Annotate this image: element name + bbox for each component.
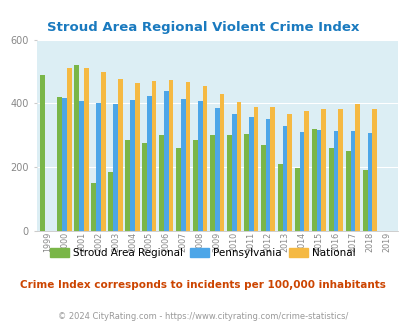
Text: Crime Index corresponds to incidents per 100,000 inhabitants: Crime Index corresponds to incidents per…: [20, 280, 385, 290]
Bar: [362, 170, 367, 231]
Bar: [243, 134, 248, 231]
Bar: [117, 79, 122, 231]
Bar: [304, 112, 308, 231]
Text: © 2024 CityRating.com - https://www.cityrating.com/crime-statistics/: © 2024 CityRating.com - https://www.city…: [58, 312, 347, 321]
Bar: [134, 82, 139, 231]
Bar: [91, 183, 96, 231]
Bar: [67, 68, 71, 231]
Bar: [209, 135, 214, 231]
Bar: [74, 65, 79, 231]
Bar: [62, 98, 67, 231]
Bar: [231, 114, 236, 231]
Bar: [260, 145, 265, 231]
Bar: [96, 103, 100, 231]
Bar: [321, 109, 325, 231]
Bar: [84, 68, 88, 231]
Legend: Stroud Area Regional, Pennsylvania, National: Stroud Area Regional, Pennsylvania, Nati…: [50, 248, 355, 258]
Bar: [108, 172, 113, 231]
Bar: [214, 108, 219, 231]
Bar: [100, 72, 105, 231]
Bar: [40, 75, 45, 231]
Bar: [164, 91, 168, 231]
Bar: [350, 130, 354, 231]
Bar: [151, 81, 156, 231]
Bar: [253, 107, 258, 231]
Bar: [168, 80, 173, 231]
Bar: [176, 148, 181, 231]
Bar: [197, 101, 202, 231]
Bar: [311, 129, 316, 231]
Bar: [219, 94, 224, 231]
Bar: [337, 109, 342, 231]
Bar: [79, 101, 84, 231]
Bar: [185, 82, 190, 231]
Bar: [287, 114, 292, 231]
Bar: [113, 104, 117, 231]
Bar: [57, 97, 62, 231]
Bar: [125, 140, 130, 231]
Bar: [299, 132, 304, 231]
Bar: [248, 117, 253, 231]
Bar: [270, 107, 275, 231]
Bar: [142, 143, 147, 231]
Bar: [371, 109, 376, 231]
Bar: [130, 100, 134, 231]
Bar: [226, 135, 231, 231]
Bar: [328, 148, 333, 231]
Bar: [147, 96, 151, 231]
Text: Stroud Area Regional Violent Crime Index: Stroud Area Regional Violent Crime Index: [47, 21, 358, 34]
Bar: [236, 102, 241, 231]
Bar: [333, 130, 337, 231]
Bar: [282, 126, 287, 231]
Bar: [181, 99, 185, 231]
Bar: [277, 164, 282, 231]
Bar: [354, 104, 359, 231]
Bar: [265, 119, 270, 231]
Bar: [316, 130, 321, 231]
Bar: [159, 135, 164, 231]
Bar: [202, 86, 207, 231]
Bar: [294, 168, 299, 231]
Bar: [345, 151, 350, 231]
Bar: [193, 140, 197, 231]
Bar: [367, 133, 371, 231]
